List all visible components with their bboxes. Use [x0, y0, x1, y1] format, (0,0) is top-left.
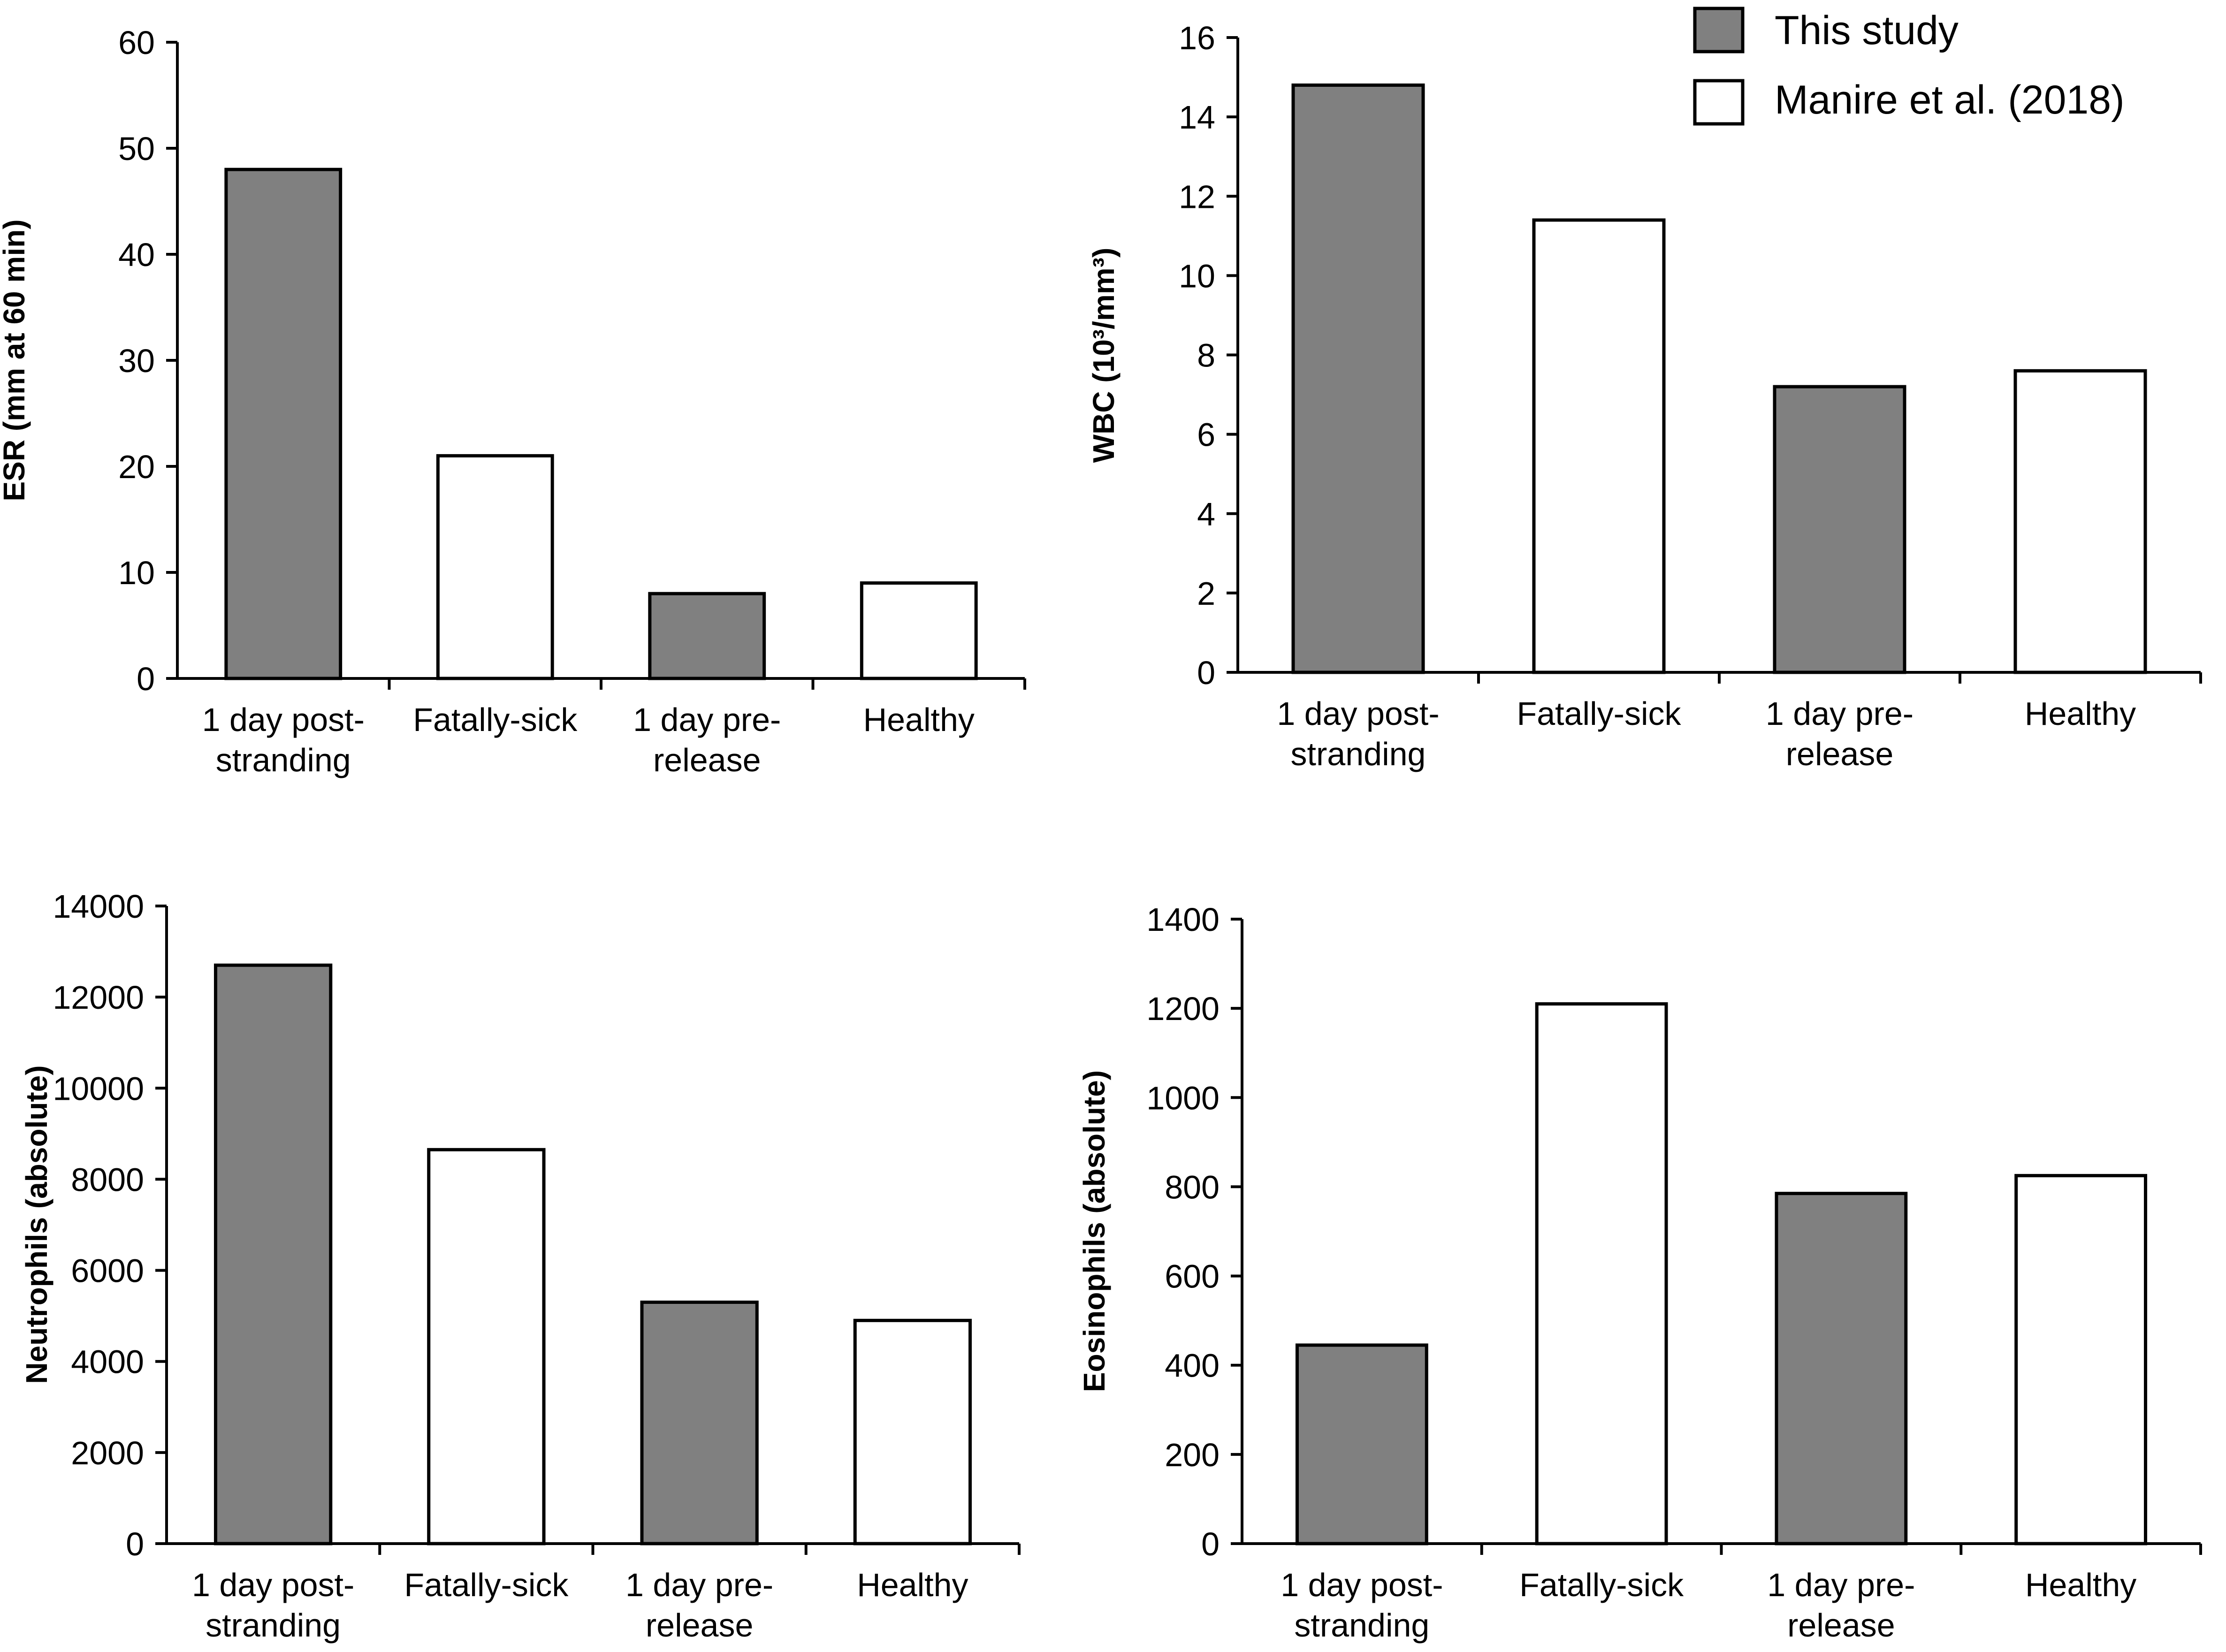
category-label: 1 day pre-release: [1767, 1567, 1915, 1644]
category-label: Fatally-sick: [413, 701, 578, 738]
y-tick-label: 1200: [1146, 990, 1220, 1027]
y-tick-label: 1400: [1146, 901, 1220, 938]
bar-top-left-2: [436, 454, 554, 680]
bar-bottom-right-3: [1775, 1192, 1908, 1545]
legend-label-manire: Manire et al. (2018): [1775, 77, 2125, 122]
y-tick-label: 50: [118, 130, 155, 167]
y-tick-label: 6: [1197, 417, 1215, 453]
y-axis-title: Eosinophils (absolute): [1077, 1070, 1111, 1392]
y-tick-label: 6000: [71, 1253, 144, 1289]
y-tick-label: 1000: [1146, 1080, 1220, 1116]
y-tick-label: 10: [1179, 258, 1215, 294]
bar-bottom-left-2: [427, 1148, 546, 1545]
legend-label-this-study: This study: [1775, 8, 1959, 53]
y-tick-label: 30: [118, 343, 155, 379]
bar-top-left-3: [648, 592, 766, 680]
y-tick-label: 40: [118, 236, 155, 273]
bar-bottom-right-1: [1295, 1343, 1428, 1545]
bar-bottom-left-4: [853, 1318, 972, 1545]
y-tick-label: 12: [1179, 178, 1215, 215]
y-tick-label: 2: [1197, 575, 1215, 612]
y-tick-label: 0: [1197, 655, 1215, 691]
y-tick-label: 8: [1197, 337, 1215, 374]
y-tick-label: 10000: [53, 1070, 144, 1107]
category-label: Healthy: [2025, 1567, 2136, 1603]
bar-bottom-left-1: [213, 963, 333, 1545]
y-tick-label: 200: [1165, 1437, 1220, 1473]
chart-panel-top-right: 0 2 4 6 8 10 12 14 16 1 day post-stranding Fatally…: [1087, 20, 2202, 772]
y-tick-label: 400: [1165, 1347, 1220, 1384]
y-tick-label: 4000: [71, 1344, 144, 1380]
legend-swatch-this-study: [1693, 7, 1745, 53]
bar-bottom-right-2: [1535, 1002, 1668, 1545]
chart-panel-bottom-right: 0 200 400 600 800 1000 1200 1400 1 day post-stra…: [1077, 901, 2202, 1644]
category-label: 1 day pre-release: [1766, 695, 1913, 772]
category-label: Healthy: [2025, 695, 2136, 732]
y-tick-label: 600: [1165, 1258, 1220, 1295]
bar-top-right-2: [1532, 218, 1666, 674]
y-tick-label: 60: [118, 24, 155, 61]
y-tick-label: 2000: [71, 1435, 144, 1471]
y-tick-label: 10: [118, 555, 155, 591]
y-tick-label: 20: [118, 449, 155, 485]
y-tick-label: 12000: [53, 979, 144, 1016]
category-label: Fatally-sick: [1517, 695, 1681, 732]
y-tick-label: 14000: [53, 888, 144, 925]
category-label: 1 day post-stranding: [202, 701, 365, 778]
y-tick-label: 16: [1179, 20, 1215, 56]
bar-top-left-1: [224, 167, 343, 680]
y-axis-title: ESR (mm at 60 min): [0, 219, 31, 501]
category-label: 1 day pre-release: [625, 1567, 773, 1644]
y-tick-label: 8000: [71, 1161, 144, 1198]
y-axis-title: WBC (10³/mm³): [1087, 248, 1121, 463]
y-tick-label: 4: [1197, 496, 1215, 533]
category-label: Fatally-sick: [404, 1567, 569, 1603]
bar-top-left-4: [860, 581, 978, 680]
bar-bottom-right-4: [2014, 1174, 2148, 1545]
category-label: 1 day post-stranding: [1277, 695, 1439, 772]
bar-top-right-4: [2013, 369, 2147, 674]
category-label: Healthy: [863, 701, 975, 738]
chart-panel-top-left: 0 10 20 30 40 50 60 1 day post-stranding Fatally…: [0, 24, 1026, 778]
y-tick-label: 0: [126, 1526, 144, 1562]
y-tick-label: 0: [1201, 1526, 1220, 1562]
legend: This study Manire et al. (2018): [1693, 7, 2125, 126]
legend-swatch-manire: [1693, 79, 1745, 126]
y-tick-label: 0: [137, 661, 155, 697]
category-label: 1 day post-stranding: [1281, 1567, 1443, 1644]
y-tick-label: 14: [1179, 99, 1215, 136]
bar-top-right-1: [1291, 83, 1425, 674]
bar-top-right-3: [1773, 385, 1906, 674]
chart-panel-bottom-left: 0 2000 4000 6000 8000 10000 12000 14000 1 day po…: [20, 888, 1021, 1644]
category-label: 1 day pre-release: [633, 701, 781, 778]
y-axis-title: Neutrophils (absolute): [20, 1065, 53, 1384]
category-label: Fatally-sick: [1519, 1567, 1684, 1603]
y-tick-label: 800: [1165, 1169, 1220, 1205]
category-label: 1 day post-stranding: [192, 1567, 354, 1644]
category-label: Healthy: [857, 1567, 968, 1603]
bar-bottom-left-3: [640, 1301, 759, 1545]
